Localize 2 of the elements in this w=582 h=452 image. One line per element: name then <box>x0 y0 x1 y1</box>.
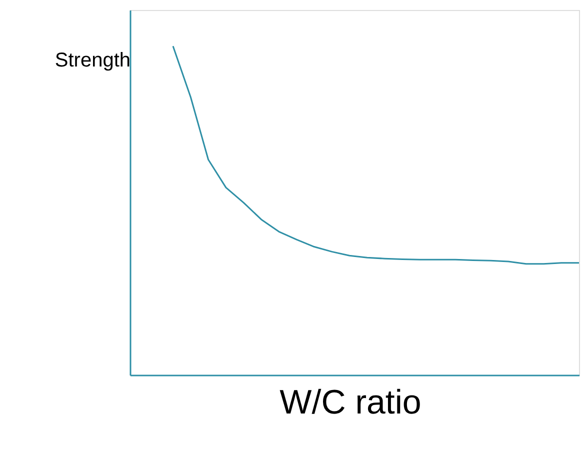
x-axis-title: W/C ratio <box>280 384 422 422</box>
y-axis-title: Strength <box>54 50 130 72</box>
